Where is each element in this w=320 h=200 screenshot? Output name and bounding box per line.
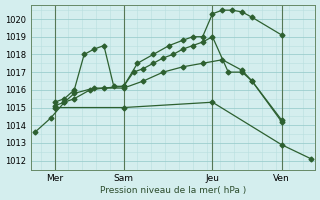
X-axis label: Pression niveau de la mer( hPa ): Pression niveau de la mer( hPa ) bbox=[100, 186, 246, 195]
